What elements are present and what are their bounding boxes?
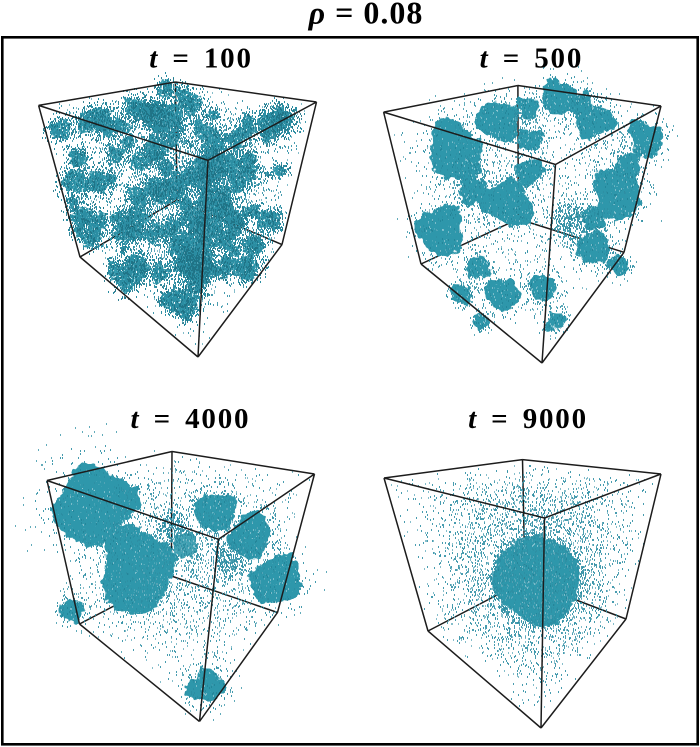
svg-text:t=9000: t = 9000 bbox=[468, 403, 588, 435]
svg-text:t=4000: t = 4000 bbox=[131, 403, 251, 435]
svg-text:t=500: t = 500 bbox=[480, 43, 584, 75]
svg-text:t=100: t = 100 bbox=[149, 43, 253, 75]
svg-text:ρ=0.08: ρ = 0.08 bbox=[308, 0, 424, 31]
